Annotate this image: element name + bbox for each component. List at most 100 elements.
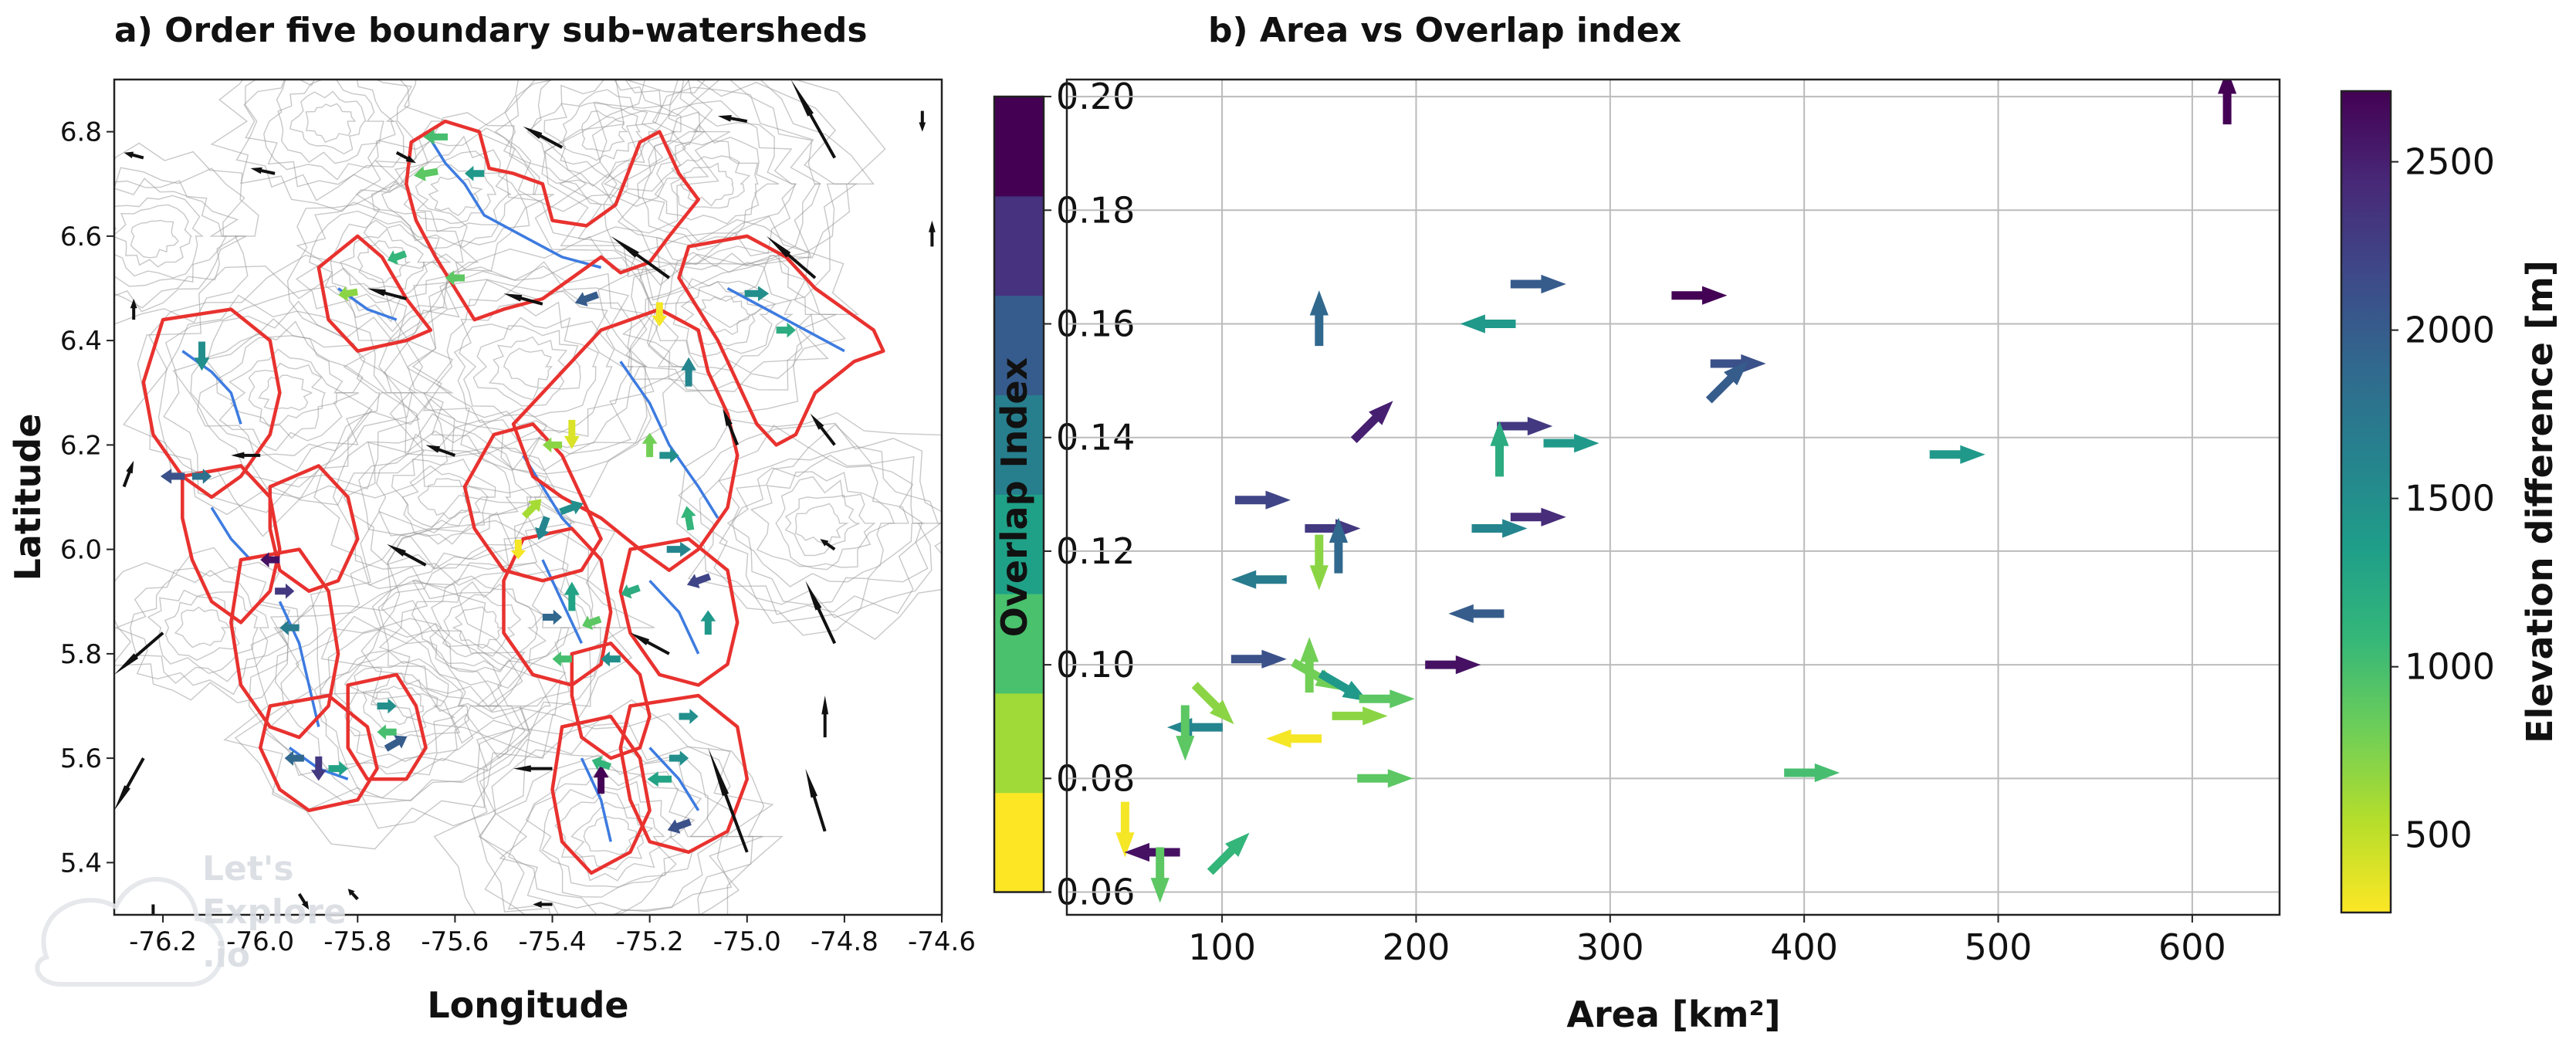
overlap-colorbar-frame: [993, 95, 1045, 893]
terrain-contour: [172, 300, 393, 488]
map-x-tick-label: -74.8: [811, 926, 878, 957]
terrain-contour: [539, 780, 677, 888]
terrain-contour: [248, 600, 526, 807]
area-tick-label: 300: [1576, 926, 1644, 968]
area-tick-label: 100: [1188, 926, 1256, 968]
terrain-contour: [114, 204, 193, 268]
stream-network: [181, 130, 845, 842]
overlap-colorbar-bin: [994, 594, 1044, 694]
sub-watershed-boundary: [181, 464, 282, 625]
scatter-arrow: [1150, 847, 1170, 903]
terrain-contour: [559, 80, 851, 302]
terrain-contour: [407, 261, 655, 472]
sub-watershed-boundary: [229, 547, 340, 740]
terrain-contour: [726, 446, 926, 605]
terrain-contour: [263, 80, 396, 181]
watershed-arrow: [465, 165, 485, 181]
terrain-contour: [459, 317, 599, 418]
watershed-arrow: [260, 552, 280, 567]
watershed-arrow: [641, 432, 658, 458]
scatter-arrow: [1543, 434, 1599, 453]
scatter-arrow: [1460, 314, 1516, 334]
map-x-tick-label: -75.6: [421, 926, 489, 957]
terrain-contour: [503, 80, 700, 206]
terrain-contour: [163, 285, 421, 513]
area-tick-label: 500: [1965, 926, 2033, 968]
terrain-contour: [286, 181, 479, 344]
terrain-contour: [235, 80, 417, 201]
terrain-contour: [474, 80, 730, 240]
wind-arrow: [503, 293, 543, 306]
scatter-arrow: [1448, 604, 1505, 623]
watershed-vectors: [160, 129, 796, 834]
map-y-tick-label: 6.0: [60, 535, 102, 566]
map-x-tick-label: -74.6: [908, 926, 976, 957]
scatter-axes-frame: [1065, 78, 2281, 916]
watershed-arrow: [679, 709, 699, 724]
scatter-title: b) Area vs Overlap index: [1208, 11, 1681, 50]
sub-watershed-boundary: [511, 307, 740, 572]
terrain-contour: [114, 142, 259, 325]
area-tick-label: 200: [1383, 926, 1450, 968]
wind-arrow: [630, 632, 670, 655]
wind-arrow: [810, 413, 836, 446]
terrain-contour: [654, 140, 759, 225]
watershed-arrow: [667, 818, 692, 834]
watershed-arrow: [387, 250, 408, 265]
terrain-contour: [372, 686, 424, 726]
scatter-panel: b) Area vs Overlap index 0.060.080.100.1…: [993, 11, 2561, 1035]
terrain-contour: [114, 167, 247, 313]
terrain-contour: [570, 801, 654, 870]
watershed-arrow: [384, 735, 408, 752]
terrain-contour: [223, 567, 567, 850]
scatter-arrow: [1191, 682, 1234, 725]
terrain-contour: [672, 278, 777, 357]
terrain-contour: [525, 767, 696, 898]
wind-arrow: [523, 126, 564, 149]
watershed-arrow: [535, 516, 550, 540]
sub-watershed-boundary: [618, 693, 750, 855]
terrain-contour: [603, 100, 797, 266]
terrain-contour: [784, 494, 860, 557]
sub-watershed-boundary: [346, 672, 428, 781]
terrain-contour: [675, 411, 942, 640]
stream-line: [210, 506, 252, 561]
terrain-contours: [114, 80, 942, 915]
wind-arrow: [367, 288, 407, 300]
sub-watershed-boundary: [570, 642, 652, 760]
terrain-contour: [263, 618, 530, 801]
watershed-arrow: [377, 698, 397, 714]
terrain-contour: [361, 520, 601, 716]
terrain-contour: [210, 80, 448, 212]
terrain-contour: [507, 767, 718, 915]
watershed-arrow: [574, 291, 599, 306]
sub-watershed-boundary: [550, 714, 652, 875]
terrain-contour: [343, 235, 692, 498]
scatter-arrow: [1230, 570, 1287, 589]
terrain-contour: [248, 362, 326, 426]
terrain-contour: [678, 422, 942, 636]
wind-arrow: [533, 901, 553, 908]
wind-arrow: [151, 904, 155, 915]
watershed-arrow: [621, 584, 641, 599]
map-y-axis-label: Latitude: [7, 414, 49, 581]
map-y-tick-label: 6.4: [60, 326, 102, 357]
overlap-colorbar: [993, 95, 1045, 893]
wind-arrow: [395, 151, 416, 164]
sub-watershed-boundary: [268, 464, 360, 593]
scatter-arrow: [1318, 669, 1369, 702]
map-x-tick-label: -75.4: [519, 926, 587, 957]
watershed-arrow: [423, 129, 448, 145]
watermark-logo: Let's Explore .io: [35, 849, 347, 987]
terrain-contour: [732, 454, 909, 587]
terrain-contour: [718, 445, 942, 618]
watershed-arrow: [414, 166, 438, 181]
scatter-arrow: [1230, 649, 1287, 669]
terrain-contour: [362, 672, 438, 736]
wind-arrow: [297, 892, 310, 910]
wind-arrow: [805, 581, 837, 645]
map-x-tick-label: -76.0: [226, 926, 294, 957]
terrain-contour: [625, 218, 837, 392]
terrain-contour: [503, 347, 553, 388]
map-x-tick-label: -76.2: [129, 926, 197, 957]
